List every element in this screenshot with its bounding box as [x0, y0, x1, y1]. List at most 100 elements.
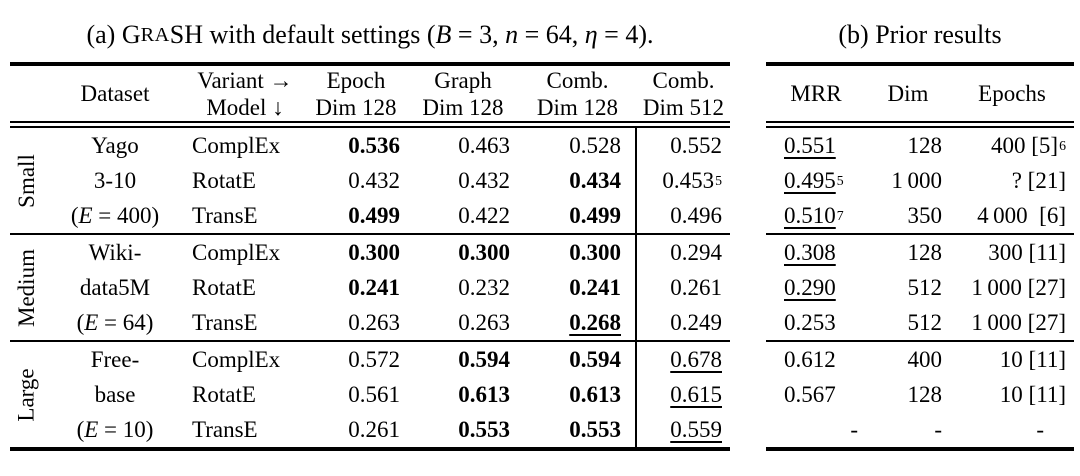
model-name: RotatE [192, 274, 256, 300]
prior-mrr-missing: - [850, 416, 858, 442]
dataset-name: Wiki- [88, 239, 142, 265]
prior-epochs: 300 [11] [988, 239, 1066, 265]
grash-results-table: Dataset Variant → Model ↓ Epoch Dim 128 … [10, 62, 730, 451]
model-name: ComplEx [192, 132, 281, 158]
metric-value: 0.594 [518, 342, 637, 377]
table-a-caption: (a) G RA SH with default settings (B = 3, … [10, 8, 730, 62]
header-variant-model: Variant → Model ↓ [186, 67, 304, 121]
prior-dim: 400 [907, 346, 943, 372]
metric-value: 0.300 [458, 239, 510, 265]
metric-value: 0.528 [518, 128, 637, 163]
metric-value: 0.300 [518, 235, 637, 270]
metric-value: 0.615 [670, 381, 722, 407]
metric-value: 0.463 [458, 132, 510, 158]
prior-epochs: 10 [11] [999, 346, 1066, 372]
prior-mrr: 0.612 [784, 346, 836, 372]
table-a-body: Small Yago ComplEx 0.536 0.463 0.528 0.5… [10, 128, 730, 447]
group-medium: Medium Wiki- ComplEx 0.300 0.300 0.300 0… [10, 233, 730, 340]
metric-value: 0.232 [458, 274, 510, 300]
prior-epochs: 1 000 [27] [971, 274, 1066, 300]
panel-prior-results: (b) Prior results MRR Dim Epochs 0.551 1… [766, 8, 1074, 451]
prior-results-table: MRR Dim Epochs 0.551 128 400 [5] 6 0.495 5… [766, 62, 1074, 451]
prior-mrr: 0.510 7 [784, 202, 844, 228]
prior-group-small: 0.551 128 400 [5] 6 0.495 5 1 000 ? [21] 0… [766, 128, 1074, 233]
model-name: ComplEx [192, 346, 281, 372]
model-name: RotatE [192, 381, 256, 407]
model-name: TransE [192, 309, 258, 335]
model-name: RotatE [192, 167, 256, 193]
math-eq-1: = 3, [451, 20, 506, 49]
prior-dim: 1 000 [891, 167, 942, 193]
prior-dim: 350 [907, 202, 943, 228]
metric-value: 0.241 [518, 270, 637, 305]
metric-value: 0.422 [458, 202, 510, 228]
group-label-large: Large [14, 367, 39, 422]
metric-value: 0.261 [348, 416, 400, 442]
header-graph-dim128: Graph Dim 128 [422, 67, 504, 120]
prior-epochs-missing: - [1036, 416, 1044, 442]
caption-a-name-rest: SH [169, 20, 204, 49]
caption-a-post: ). [638, 20, 654, 49]
metric-value: 0.552 [670, 132, 722, 158]
prior-epochs: 400 [5] 6 [991, 132, 1066, 158]
metric-value: 0.553 [518, 412, 637, 447]
prior-mrr: 0.551 [784, 132, 836, 158]
prior-mrr: 0.290 [784, 274, 836, 300]
metric-value: 0.496 [670, 202, 722, 228]
prior-dim: 128 [907, 132, 943, 158]
dataset-name: Free- [90, 346, 140, 372]
header-epoch-dim128: Epoch Dim 128 [315, 67, 397, 120]
metric-value: 0.613 [518, 377, 637, 412]
prior-mrr: 0.253 [784, 309, 836, 335]
metric-value: 0.300 [348, 239, 400, 265]
dataset-name: base [94, 381, 136, 407]
metric-value: 0.613 [458, 381, 510, 407]
header-comb-dim128: Comb. Dim 128 [536, 67, 619, 120]
prior-group-large: 0.612 400 10 [11] 0.567 128 10 [11] - - … [766, 340, 1074, 447]
prior-epochs: ? [21] [1011, 167, 1066, 193]
group-large: Large Free- ComplEx 0.572 0.594 0.594 0.… [10, 340, 730, 447]
metric-value: 0.536 [348, 132, 400, 158]
math-var-B: B [435, 20, 452, 49]
dataset-name: data5M [79, 274, 151, 300]
prior-dim: 512 [907, 309, 943, 335]
table-b-body: 0.551 128 400 [5] 6 0.495 5 1 000 ? [21] 0… [766, 128, 1074, 447]
metric-value: 0.263 [458, 309, 510, 335]
caption-a-pre: (a) G [86, 20, 141, 49]
prior-mrr: 0.495 5 [784, 167, 844, 193]
header-comb-dim512: Comb. Dim 512 [642, 67, 725, 120]
prior-epochs: 4 000 [6] [977, 202, 1066, 228]
header-mrr: MRR [790, 81, 842, 106]
metric-value: 0.261 [670, 274, 722, 300]
prior-dim: 128 [907, 239, 943, 265]
group-label-medium: Medium [14, 248, 40, 327]
header-spacer [10, 67, 44, 121]
dataset-name: Yago [91, 132, 139, 158]
caption-a-smallcaps: RA [140, 23, 170, 46]
metric-value: 0.453 5 [662, 167, 722, 193]
table-b-caption: (b) Prior results [838, 20, 1002, 49]
metric-value: 0.263 [348, 309, 400, 335]
metric-value: 0.268 [518, 305, 637, 340]
dataset-epochs-note: (E = 10) [76, 416, 154, 442]
header-dataset: Dataset [80, 81, 150, 106]
metric-value: 0.499 [348, 202, 400, 228]
math-eq-3: = 4 [597, 20, 639, 49]
metric-value: 0.432 [348, 167, 400, 193]
metric-value: 0.553 [458, 416, 510, 442]
metric-value: 0.572 [348, 346, 400, 372]
prior-dim: 512 [907, 274, 943, 300]
metric-value: 0.678 [670, 346, 722, 372]
metric-value: 0.499 [518, 198, 637, 233]
prior-dim-missing: - [934, 416, 942, 442]
header-variant: Variant → [197, 67, 293, 93]
metric-value: 0.561 [348, 381, 400, 407]
table-a-header: Dataset Variant → Model ↓ Epoch Dim 128 … [10, 66, 730, 128]
header-dim: Dim [887, 81, 929, 106]
header-epochs: Epochs [978, 81, 1046, 106]
metric-value: 0.434 [518, 163, 637, 198]
model-name: ComplEx [192, 239, 281, 265]
table-b-header: MRR Dim Epochs [766, 66, 1074, 128]
prior-group-medium: 0.308 128 300 [11] 0.290 512 1 000 [27] … [766, 233, 1074, 340]
metric-value: 0.559 [670, 416, 722, 442]
